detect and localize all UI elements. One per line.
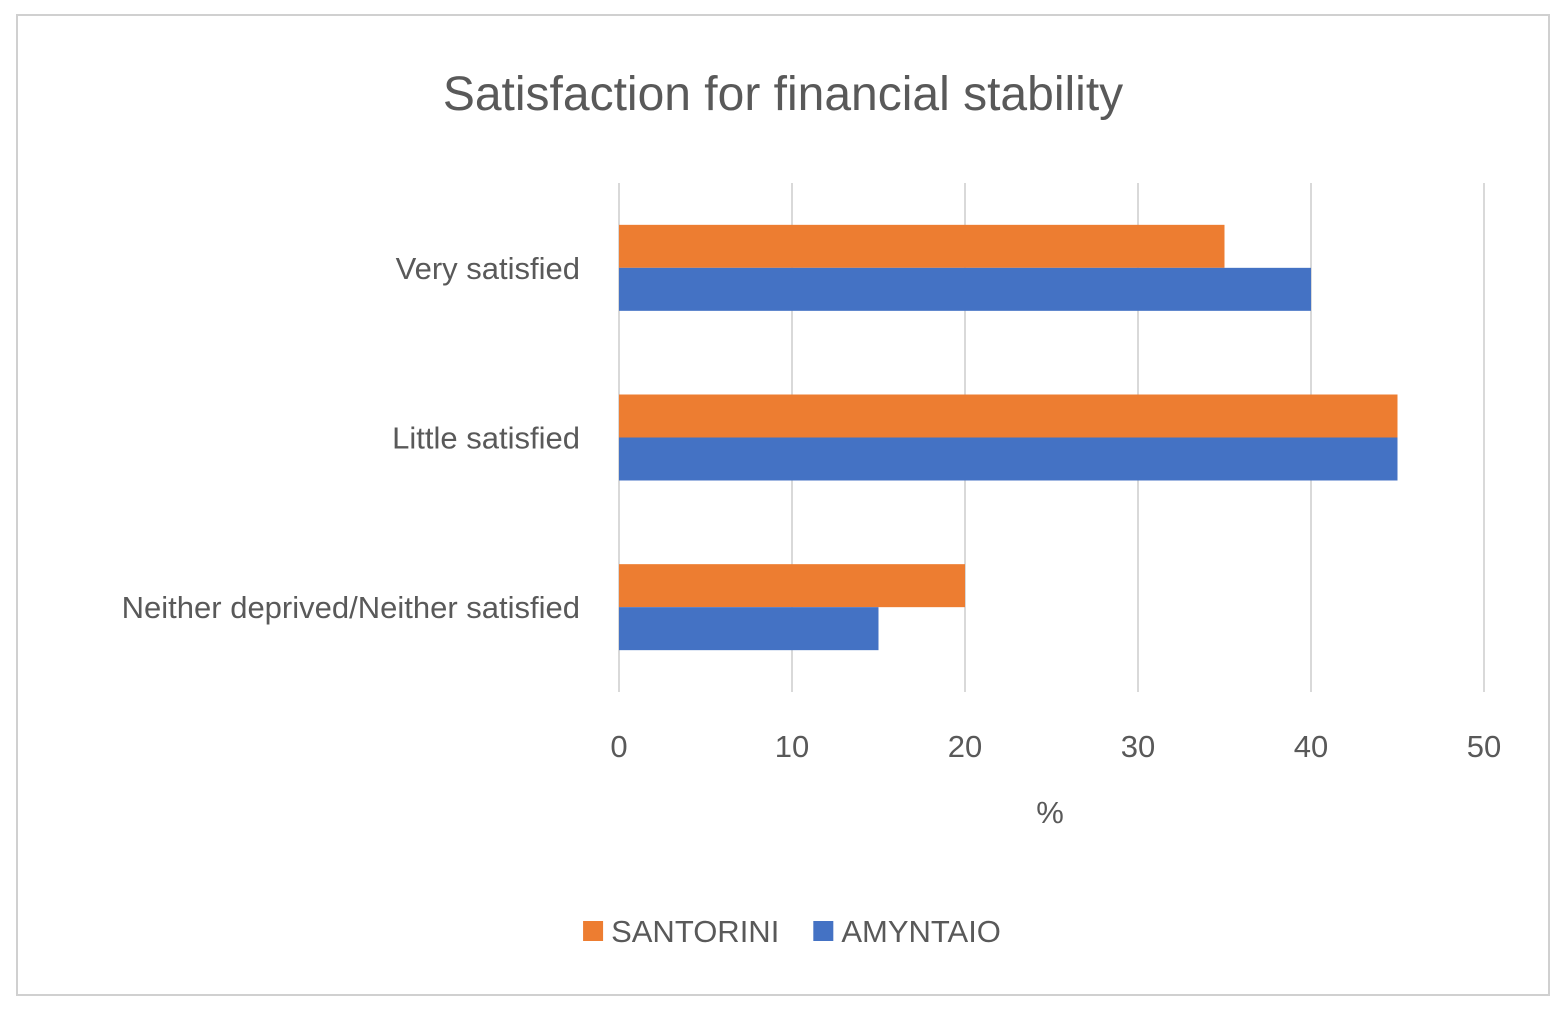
x-tick-labels: 0 10 20 30 40 50 xyxy=(610,729,1501,764)
x-tick-label: 40 xyxy=(1294,729,1328,764)
x-tick-label: 10 xyxy=(775,729,809,764)
legend-label-amyntaio: AMYNTAIO xyxy=(841,914,1001,949)
legend-swatch-amyntaio xyxy=(813,921,834,941)
legend-label-santorini: SANTORINI xyxy=(611,914,779,949)
category-label: Neither deprived/Neither satisfied xyxy=(122,590,580,625)
legend: SANTORINI AMYNTAIO xyxy=(583,914,1001,949)
bar-amyntaio-1 xyxy=(619,267,1311,311)
category-label: Little satisfied xyxy=(392,421,580,456)
x-tick-label: 20 xyxy=(948,729,982,764)
legend-swatch-santorini xyxy=(583,921,604,941)
chart-title: Satisfaction for financial stability xyxy=(443,68,1123,121)
category-labels: Very satisfied Little satisfied Neither de… xyxy=(122,251,580,625)
bars xyxy=(619,224,1398,651)
x-axis-label: % xyxy=(1036,795,1064,830)
bar-santorini-1 xyxy=(619,224,1225,268)
bar-santorini-2 xyxy=(619,394,1398,438)
category-label: Very satisfied xyxy=(396,251,580,286)
bar-amyntaio-2 xyxy=(619,437,1398,481)
bar-santorini-3 xyxy=(619,564,965,608)
x-tick-label: 0 xyxy=(610,729,627,764)
x-tick-label: 50 xyxy=(1467,729,1501,764)
chart-frame xyxy=(16,14,1550,996)
bar-amyntaio-3 xyxy=(619,607,879,651)
x-tick-label: 30 xyxy=(1121,729,1155,764)
